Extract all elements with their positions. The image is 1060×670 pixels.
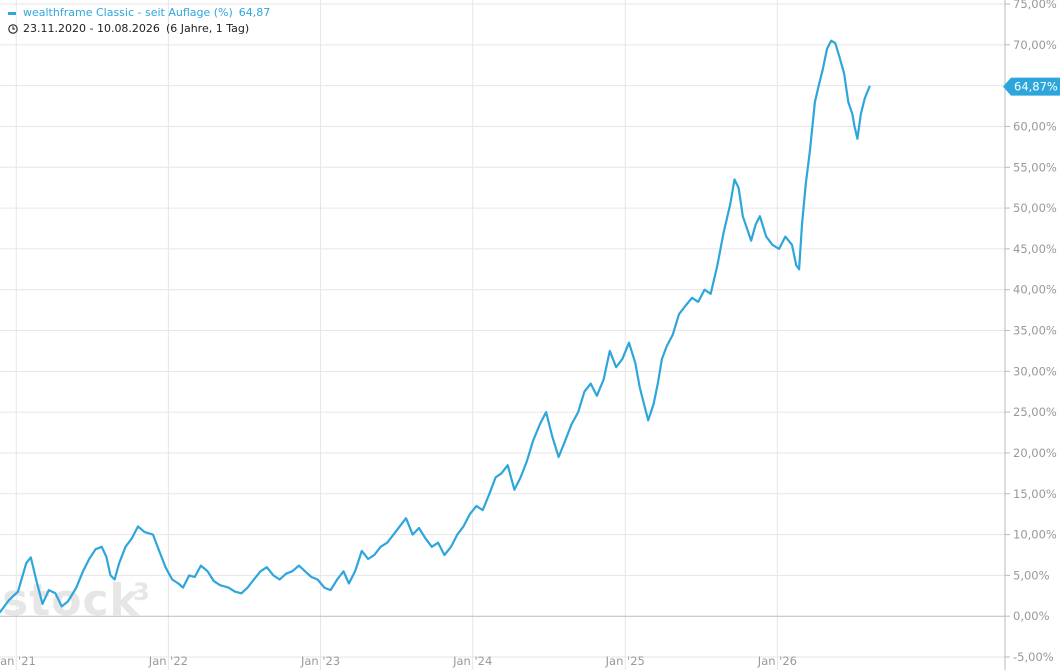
x-tick-label: Jan '26 xyxy=(757,654,797,668)
y-tick-label: 55,00% xyxy=(1013,160,1057,174)
y-tick-label: 75,00% xyxy=(1013,0,1057,11)
watermark-superscript: 3 xyxy=(133,578,150,606)
y-axis-ticks: 75,00%70,00%65,00%60,00%55,00%50,00%45,0… xyxy=(1005,0,1057,664)
x-tick-label: Jan '21 xyxy=(0,654,36,668)
watermark-text: stock xyxy=(2,575,141,626)
x-tick-label: Jan '24 xyxy=(452,654,492,668)
y-tick-label: 20,00% xyxy=(1013,446,1057,460)
legend-duration: (6 Jahre, 1 Tag) xyxy=(165,22,250,35)
y-tick-label: 70,00% xyxy=(1013,38,1057,52)
current-value-marker: 64,87% xyxy=(1003,77,1060,96)
legend-series-value: 64,87 xyxy=(238,6,271,19)
y-tick-label: 30,00% xyxy=(1013,364,1057,378)
x-tick-label: Jan '22 xyxy=(148,654,188,668)
stock3-watermark: stock 3 xyxy=(2,575,150,626)
horizontal-gridlines xyxy=(0,3,1005,658)
x-tick-label: Jan '25 xyxy=(605,654,645,668)
y-tick-label: 25,00% xyxy=(1013,405,1057,419)
x-tick-label: Jan '23 xyxy=(300,654,340,668)
current-value-marker-shape xyxy=(1003,77,1060,96)
legend-series-label: wealthframe Classic - seit Auflage (%) xyxy=(23,6,233,19)
x-axis-ticks: Jan '21 Jan '22 Jan '23 Jan '24 Jan '25 Jan '… xyxy=(0,654,797,668)
y-tick-label: 40,00% xyxy=(1013,283,1057,297)
chart-legend: wealthframe Classic - seit Auflage (%) 6… xyxy=(8,5,270,37)
clock-icon xyxy=(8,24,18,34)
vertical-gridlines xyxy=(15,0,778,670)
current-value-marker-label: 64,87% xyxy=(1014,80,1058,94)
y-tick-label: 60,00% xyxy=(1013,119,1057,133)
y-tick-label: 50,00% xyxy=(1013,201,1057,215)
legend-series-row[interactable]: wealthframe Classic - seit Auflage (%) 6… xyxy=(8,5,270,21)
line-swatch-icon xyxy=(8,11,16,15)
series-line xyxy=(0,39,871,614)
y-tick-label: 15,00% xyxy=(1013,487,1057,501)
y-tick-label: 0,00% xyxy=(1013,609,1050,623)
legend-date-row: 23.11.2020 - 10.08.2026 (6 Jahre, 1 Tag) xyxy=(8,21,270,37)
y-tick-label: 45,00% xyxy=(1013,242,1057,256)
y-tick-label: 10,00% xyxy=(1013,528,1057,542)
y-tick-label: 35,00% xyxy=(1013,324,1057,338)
y-tick-label: 5,00% xyxy=(1013,568,1050,582)
legend-date-range: 23.11.2020 - 10.08.2026 xyxy=(23,22,160,35)
y-tick-label: -5,00% xyxy=(1013,650,1054,664)
